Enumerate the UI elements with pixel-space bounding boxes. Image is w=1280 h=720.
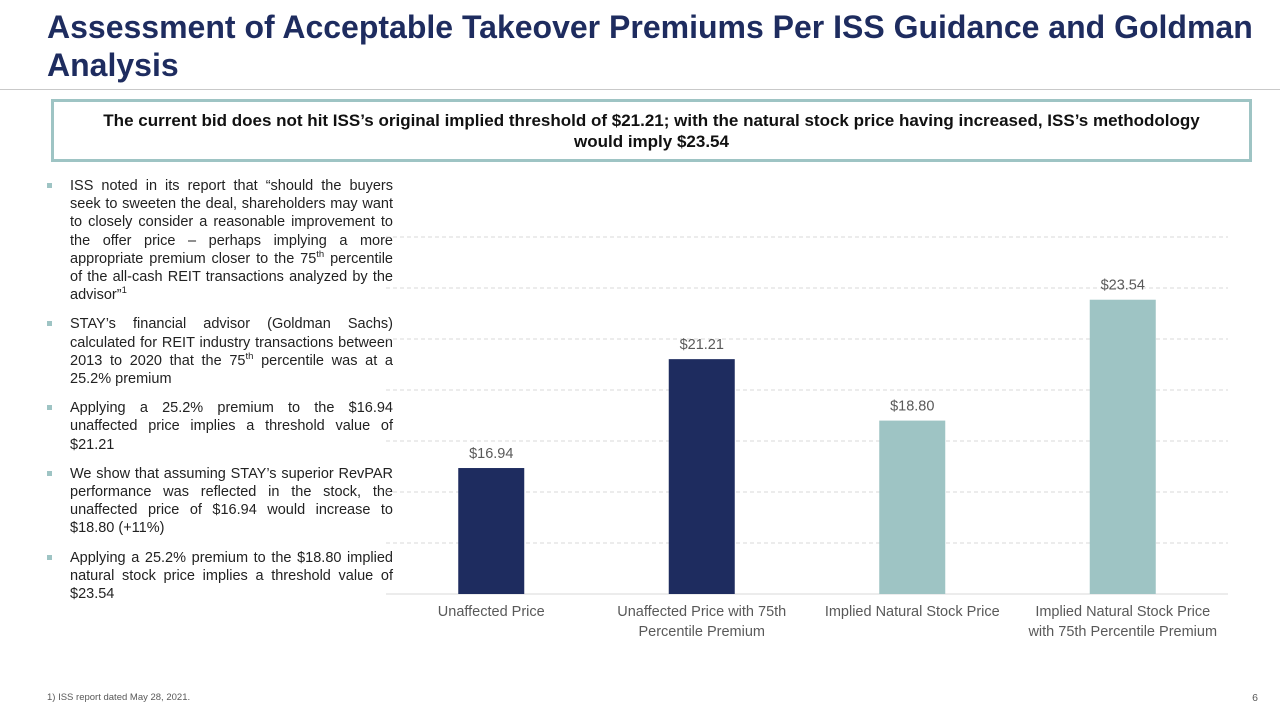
bullet-item: We show that assuming STAY’s superior Re… <box>47 465 393 538</box>
title-divider <box>0 89 1280 90</box>
square-bullet-icon <box>47 554 52 560</box>
data-label-2: $21.21 <box>680 337 724 353</box>
bar-4 <box>1089 299 1156 594</box>
data-label-3: $18.80 <box>890 399 934 415</box>
bar-1 <box>458 468 525 594</box>
square-bullet-icon <box>47 405 52 411</box>
category-label-4: Implied Natural Stock Price with 75th Per… <box>1027 604 1217 640</box>
bullet-item: STAY’s financial advisor (Goldman Sachs)… <box>47 315 393 388</box>
key-message-callout: The current bid does not hit ISS’s origi… <box>51 99 1252 162</box>
bar-2 <box>668 359 735 594</box>
category-label-2: Unaffected Price with 75th Percentile Pre… <box>617 604 786 640</box>
page-number: 6 <box>1252 692 1258 704</box>
data-label-4: $23.54 <box>1101 278 1145 294</box>
chart-canvas: $16.94 Unaffected Price $21.21 Unaffected P… <box>386 236 1228 640</box>
bar-3 <box>879 420 946 594</box>
bullet-item: Applying a 25.2% premium to the $18.80 i… <box>47 549 393 604</box>
category-label-1: Unaffected Price <box>438 604 545 620</box>
square-bullet-icon <box>47 183 52 188</box>
price-bar-chart: $16.94 Unaffected Price $21.21 Unaffected P… <box>386 225 1228 655</box>
square-bullet-icon <box>47 470 52 476</box>
data-label-1: $16.94 <box>469 446 513 462</box>
bullet-item: Applying a 25.2% premium to the $16.94 u… <box>47 399 393 454</box>
category-label-3: Implied Natural Stock Price <box>825 604 1000 620</box>
footnote: 1) ISS report dated May 28, 2021. <box>47 692 191 703</box>
slide-title: Assessment of Acceptable Takeover Premiu… <box>47 9 1253 83</box>
bullet-item: ISS noted in its report that “should the… <box>47 177 393 304</box>
bullet-list: ISS noted in its report that “should the… <box>47 177 393 614</box>
square-bullet-icon <box>47 321 52 327</box>
